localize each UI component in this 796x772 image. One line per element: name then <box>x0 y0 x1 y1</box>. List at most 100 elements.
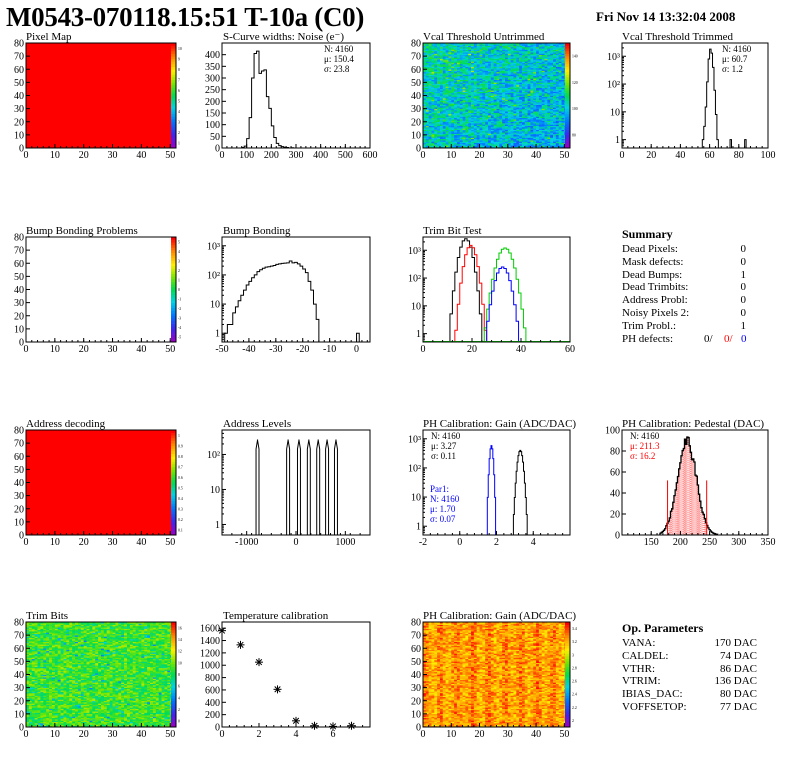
color-scale-step <box>171 679 176 683</box>
color-scale-step <box>171 326 176 330</box>
y-tick-label: 70 <box>14 246 24 257</box>
color-scale-step <box>171 242 176 246</box>
data-point <box>273 685 282 694</box>
x-tick-label: 60 <box>565 344 575 355</box>
color-scale-step <box>171 479 176 483</box>
x-tick-label: 2 <box>494 537 499 548</box>
panel-title: Vcal Threshold Trimmed <box>622 31 734 43</box>
color-scale-step <box>565 87 570 91</box>
color-scale-step <box>171 98 176 102</box>
color-scale <box>565 622 570 728</box>
y-tick-label: 20 <box>14 117 24 128</box>
y-tick-label: 0 <box>19 531 24 542</box>
y-tick-label: 10 <box>14 517 24 528</box>
x-tick-label: 1000 <box>335 537 355 548</box>
color-scale-step <box>171 527 176 531</box>
op-parameter-row: IBIAS_DAC: 80 DAC <box>622 688 757 701</box>
color-scale-step <box>565 632 570 636</box>
y-tick-label: 100 <box>605 426 620 437</box>
color-scale-step <box>565 45 570 49</box>
z-tick-label: 0.8 <box>178 455 183 459</box>
color-scale-step <box>171 514 176 517</box>
z-tick-label: 1 <box>178 434 180 438</box>
y-tick-label: 80 <box>14 618 24 629</box>
color-scale-step <box>565 661 570 665</box>
x-tick-label: 0 <box>421 150 426 161</box>
y-tick-label: 800 <box>205 673 220 684</box>
color-scale-step <box>171 448 176 452</box>
heatmap-cells <box>26 430 176 535</box>
y-tick-label: 600 <box>205 685 220 696</box>
x-tick-label: 350 <box>761 537 776 548</box>
op-parameter-row: VANA: 170 DAC <box>622 637 757 650</box>
x-tick-label: 20 <box>475 729 485 740</box>
color-scale-step <box>171 685 176 688</box>
color-scale-step <box>171 66 176 70</box>
z-tick-label: 1 <box>178 278 180 282</box>
z-tick-label: -3 <box>178 317 181 321</box>
color-scale-step <box>171 119 176 123</box>
color-scale-step <box>171 661 176 665</box>
y-tick-label: 0 <box>19 144 24 155</box>
color-scale-step <box>171 48 176 52</box>
y-tick-label: 10² <box>207 450 220 461</box>
z-tick-label: 0.6 <box>178 476 183 480</box>
color-scale-step <box>565 106 570 109</box>
panel-title: Temperature calibration <box>223 610 329 622</box>
address-level-peak <box>306 439 311 535</box>
color-scale-step <box>565 706 570 709</box>
y-tick-label: 1 <box>416 522 421 533</box>
y-tick-label: 60 <box>411 644 421 655</box>
color-scale-step <box>565 724 570 728</box>
panel-title: Pixel Map <box>26 31 72 43</box>
panel-title: Bump Bonding <box>223 225 291 237</box>
x-tick-label: 40 <box>675 150 685 161</box>
address-level-peak <box>255 439 260 535</box>
x-tick-label: 20 <box>467 344 477 355</box>
color-scale-step <box>171 307 176 311</box>
z-tick-label: 0.2 <box>178 518 183 522</box>
y-tick-label: 80 <box>610 447 620 458</box>
color-scale-step <box>171 284 176 288</box>
x-tick-label: 50 <box>165 729 175 740</box>
color-scale-step <box>565 640 570 644</box>
row-label: IBIAS_DAC: <box>622 688 683 701</box>
y-tick-label: 50 <box>411 78 421 89</box>
color-scale-step <box>565 103 570 107</box>
x-tick-label: 4 <box>294 729 299 740</box>
y-tick-label: 400 <box>205 698 220 709</box>
color-scale-step <box>171 474 176 478</box>
color-scale-step <box>171 443 176 447</box>
x-tick-label: 0 <box>24 344 29 355</box>
color-scale-step <box>171 85 176 88</box>
y-tick-label: 350 <box>205 62 220 73</box>
x-tick-label: 40 <box>531 150 541 161</box>
row-value: 0 <box>740 294 747 307</box>
color-scale-step <box>171 90 176 94</box>
color-scale-step <box>565 643 570 646</box>
z-tick-label: 100 <box>572 107 578 111</box>
color-scale-step <box>565 716 570 720</box>
x-tick-label: 20 <box>79 344 89 355</box>
color-scale-step <box>171 252 176 256</box>
y-tick-label: 10 <box>210 485 220 496</box>
z-tick-label: 6 <box>178 89 180 93</box>
x-tick-label: 100 <box>761 150 776 161</box>
panel-title: Address Levels <box>223 418 292 430</box>
color-scale-step <box>171 331 176 335</box>
color-scale-step <box>565 669 570 673</box>
color-scale-step <box>171 302 176 306</box>
y-tick-label: 100 <box>205 120 220 131</box>
summary-row: Address Probl: 0 <box>622 294 752 307</box>
z-tick-label: -1 <box>178 298 181 302</box>
x-tick-label: 20 <box>79 729 89 740</box>
color-scale-step <box>171 437 176 441</box>
color-scale-step <box>565 56 570 60</box>
color-scale-step <box>565 119 570 123</box>
par1-stats-line: N: 4160 <box>430 494 460 504</box>
z-tick-label: 2 <box>572 719 574 723</box>
row-value: 77 DAC <box>720 700 757 713</box>
color-scale-step <box>171 64 176 67</box>
